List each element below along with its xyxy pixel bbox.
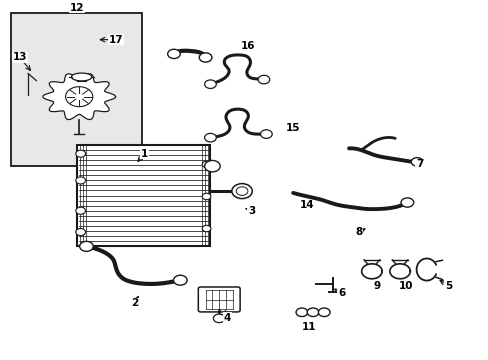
Circle shape [202, 193, 210, 200]
Text: 1: 1 [141, 149, 148, 159]
Circle shape [231, 184, 252, 199]
Text: 8: 8 [354, 227, 362, 237]
Circle shape [258, 75, 269, 84]
Text: 14: 14 [299, 201, 313, 210]
Circle shape [410, 158, 422, 166]
Polygon shape [77, 145, 210, 246]
Circle shape [213, 314, 224, 323]
Text: 12: 12 [69, 3, 84, 13]
Text: 9: 9 [372, 280, 380, 291]
Text: 4: 4 [224, 312, 231, 323]
Text: 17: 17 [108, 35, 122, 45]
Circle shape [76, 177, 85, 184]
Circle shape [236, 187, 247, 195]
Circle shape [76, 207, 85, 214]
Circle shape [295, 308, 307, 316]
Ellipse shape [71, 73, 92, 81]
Text: 5: 5 [444, 280, 451, 291]
Circle shape [204, 133, 216, 142]
Polygon shape [43, 74, 115, 120]
Circle shape [204, 80, 216, 89]
Text: 13: 13 [13, 53, 27, 63]
Circle shape [306, 308, 318, 316]
Circle shape [204, 161, 220, 172]
Circle shape [260, 130, 272, 138]
Circle shape [173, 275, 187, 285]
Circle shape [80, 241, 93, 251]
Text: 6: 6 [337, 288, 345, 298]
Text: 11: 11 [301, 322, 315, 332]
Bar [11, 13, 142, 166]
Circle shape [202, 225, 210, 232]
Text: 16: 16 [241, 41, 255, 51]
Text: 3: 3 [248, 206, 255, 216]
Circle shape [202, 161, 210, 168]
Circle shape [76, 229, 85, 236]
FancyBboxPatch shape [198, 287, 240, 312]
Circle shape [76, 150, 85, 157]
Circle shape [318, 308, 329, 316]
Circle shape [400, 198, 413, 207]
Text: 15: 15 [285, 123, 300, 133]
Text: 2: 2 [131, 298, 139, 309]
Text: 7: 7 [415, 159, 422, 170]
Circle shape [167, 49, 180, 59]
Text: 10: 10 [398, 280, 412, 291]
Circle shape [199, 53, 211, 62]
